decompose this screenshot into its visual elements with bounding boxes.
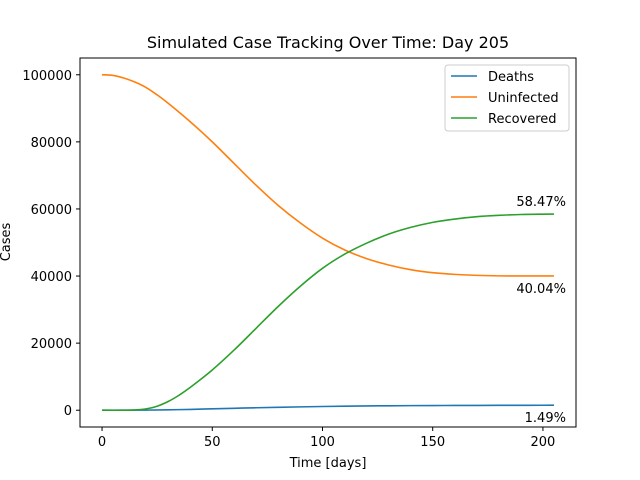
- annotation-label: 40.04%: [516, 282, 566, 297]
- y-tick-label: 20000: [31, 337, 72, 352]
- series-line-recovered: [102, 213, 554, 412]
- legend: Deaths Uninfected Recovered: [444, 64, 570, 132]
- x-tick-label: 50: [204, 435, 221, 450]
- x-tick-label: 150: [420, 435, 445, 450]
- y-tick-label: 100000: [22, 69, 72, 84]
- y-tick-label: 40000: [31, 270, 72, 285]
- plot-area: [101, 73, 554, 412]
- legend-label-uninfected: Uninfected: [488, 91, 559, 106]
- y-tick-label: 80000: [31, 136, 72, 151]
- y-tick-label: 0: [64, 404, 72, 419]
- annotations: 58.47% 40.04% 1.49%: [516, 195, 566, 426]
- series-group: [101, 73, 554, 412]
- legend-frame: [444, 64, 570, 132]
- series-line-deaths: [102, 404, 554, 412]
- x-tick-label: 0: [98, 435, 106, 450]
- chart-title: Simulated Case Tracking Over Time: Day 2…: [147, 33, 509, 52]
- x-axis: 0 50 100 150 200: [98, 427, 555, 450]
- y-tick-label: 60000: [31, 203, 72, 218]
- x-tick-label: 200: [531, 435, 556, 450]
- plot-frame: [79, 57, 577, 428]
- y-axis: 0 20000 40000 60000 80000 100000: [22, 69, 80, 419]
- annotation-label: 58.47%: [516, 195, 566, 210]
- x-tick-label: 100: [310, 435, 335, 450]
- y-axis-label: Cases: [0, 222, 14, 261]
- annotation-label: 1.49%: [525, 411, 566, 426]
- series-line-uninfected: [101, 73, 554, 277]
- x-axis-label: Time [days]: [289, 456, 367, 471]
- legend-label-recovered: Recovered: [488, 112, 557, 127]
- legend-label-deaths: Deaths: [488, 70, 534, 85]
